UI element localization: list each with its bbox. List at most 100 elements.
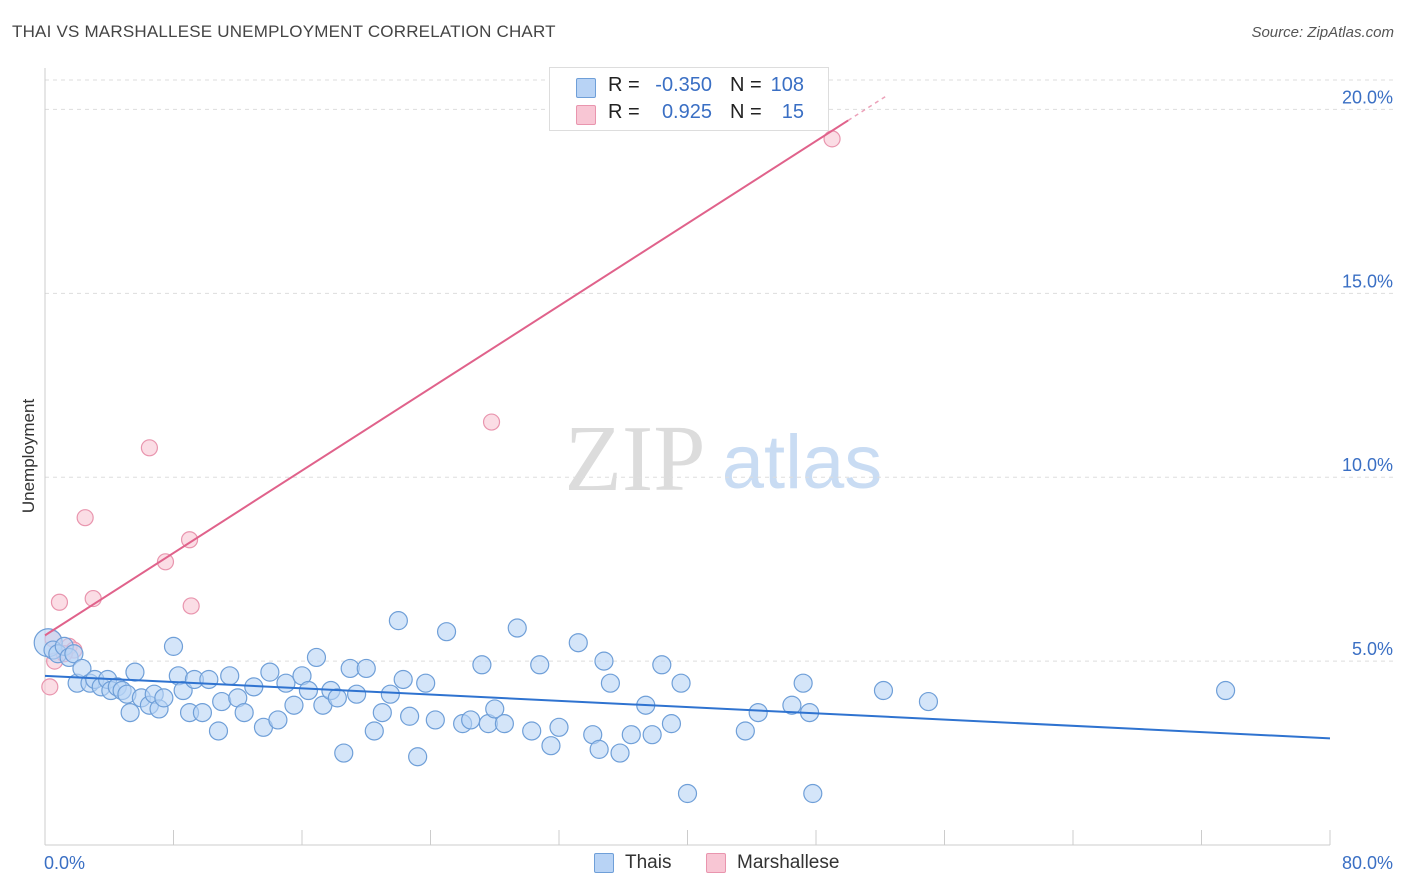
thais-r-value: -0.350 [655,74,712,96]
thais-point [594,651,614,671]
trendlines [44,94,1331,740]
marshallese-point [50,593,69,611]
marshallese-swatch [576,105,596,125]
marshallese-point [76,509,94,527]
thais-point [163,636,184,656]
thais-legend-label: Thais [625,852,672,873]
thais-point [652,655,672,675]
thais-point [494,714,514,734]
thais-point [642,725,662,745]
marshallese-points [41,130,841,696]
thais-point [568,633,588,653]
thais-n-value: 108 [770,74,804,96]
thais-point [340,658,360,679]
thais-point [873,680,894,701]
marshallese-point [156,553,175,571]
thais-point [748,702,768,723]
marshallese-r-value: 0.925 [661,101,712,123]
thais-point [64,644,84,664]
thais-point [472,655,492,675]
thais-point [125,662,145,682]
thais-trendline [44,674,1331,740]
thais-point [671,673,691,693]
marshallese-legend-label: Marshallese [737,852,840,873]
thais-point [549,717,569,737]
stats-legend: R = -0.350 N = 108 R = 0.925 N = 15 [549,67,829,131]
thais-point [347,684,367,704]
thais-point [918,691,939,712]
thais-point [735,721,755,741]
thais-point [677,783,698,804]
n-label: N = [730,101,762,123]
thais-point [192,702,213,723]
marshallese-trendline [44,119,849,637]
marshallese-n-value: 15 [781,101,804,123]
y-tick-label: 10.0% [1342,455,1393,475]
marshallese-point [180,531,199,549]
thais-point [380,684,400,704]
thais-point [400,706,420,726]
gridlines [45,79,1395,662]
thais-point [507,618,527,638]
thais-point [541,736,561,756]
watermark-zip: ZIP [565,407,706,511]
thais-point [393,669,413,690]
watermark: ZIP atlas [565,407,883,511]
thais-point [120,702,140,723]
thais-point [298,680,319,701]
thais-point [425,710,445,730]
stats-row-marshallese: R = 0.925 N = 15 [550,101,828,127]
thais-point [388,611,408,631]
marshallese-point [41,678,59,696]
n-label: N = [730,74,762,96]
thais-point [661,714,682,734]
thais-point [408,747,428,767]
watermark-atlas: atlas [722,420,883,505]
source-label: Source: ZipAtlas.com [1251,24,1394,41]
thais-point [589,739,609,759]
thais-point [212,691,232,712]
x-tick-label-min: 0.0% [44,853,85,873]
y-tick-label: 15.0% [1342,271,1393,291]
thais-point [306,647,327,668]
thais-point [416,673,436,693]
thais-point [621,725,641,745]
thais-point [600,673,621,693]
stats-row-thais: R = -0.350 N = 108 [550,74,828,100]
thais-point [803,783,823,804]
thais-point [284,695,304,715]
thais-point [530,655,550,675]
thais-points [33,611,1236,804]
y-axis-label: Unemployment [19,399,38,514]
marshallese-point [482,413,501,431]
thais-point [356,658,376,679]
x-tick-labels: 0.0% 80.0% [44,853,1393,873]
thais-point [436,622,457,642]
thais-point [276,673,296,693]
x-tick-label-max: 80.0% [1342,853,1393,873]
thais-point [234,702,254,723]
thais-point [1215,680,1236,701]
y-tick-label: 20.0% [1342,87,1393,107]
y-tick-label: 5.0% [1352,639,1393,659]
thais-point [260,662,280,682]
r-label: R = [608,74,640,96]
thais-point [372,702,392,723]
thais-point [154,688,174,708]
thais-legend-swatch [594,853,614,873]
thais-point [208,721,229,741]
thais-point [782,695,802,715]
thais-point [268,710,288,730]
chart-title: THAI VS MARSHALLESE UNEMPLOYMENT CORRELA… [12,22,556,41]
thais-point [327,688,347,708]
thais-point [364,721,384,741]
thais-point [610,743,630,763]
marshallese-point [182,597,200,615]
axes [44,68,1331,846]
thais-point [522,721,542,741]
marshallese-trendline-extension [847,94,889,122]
marshallese-point [140,439,159,457]
thais-point [220,666,240,686]
r-label: R = [608,101,640,123]
